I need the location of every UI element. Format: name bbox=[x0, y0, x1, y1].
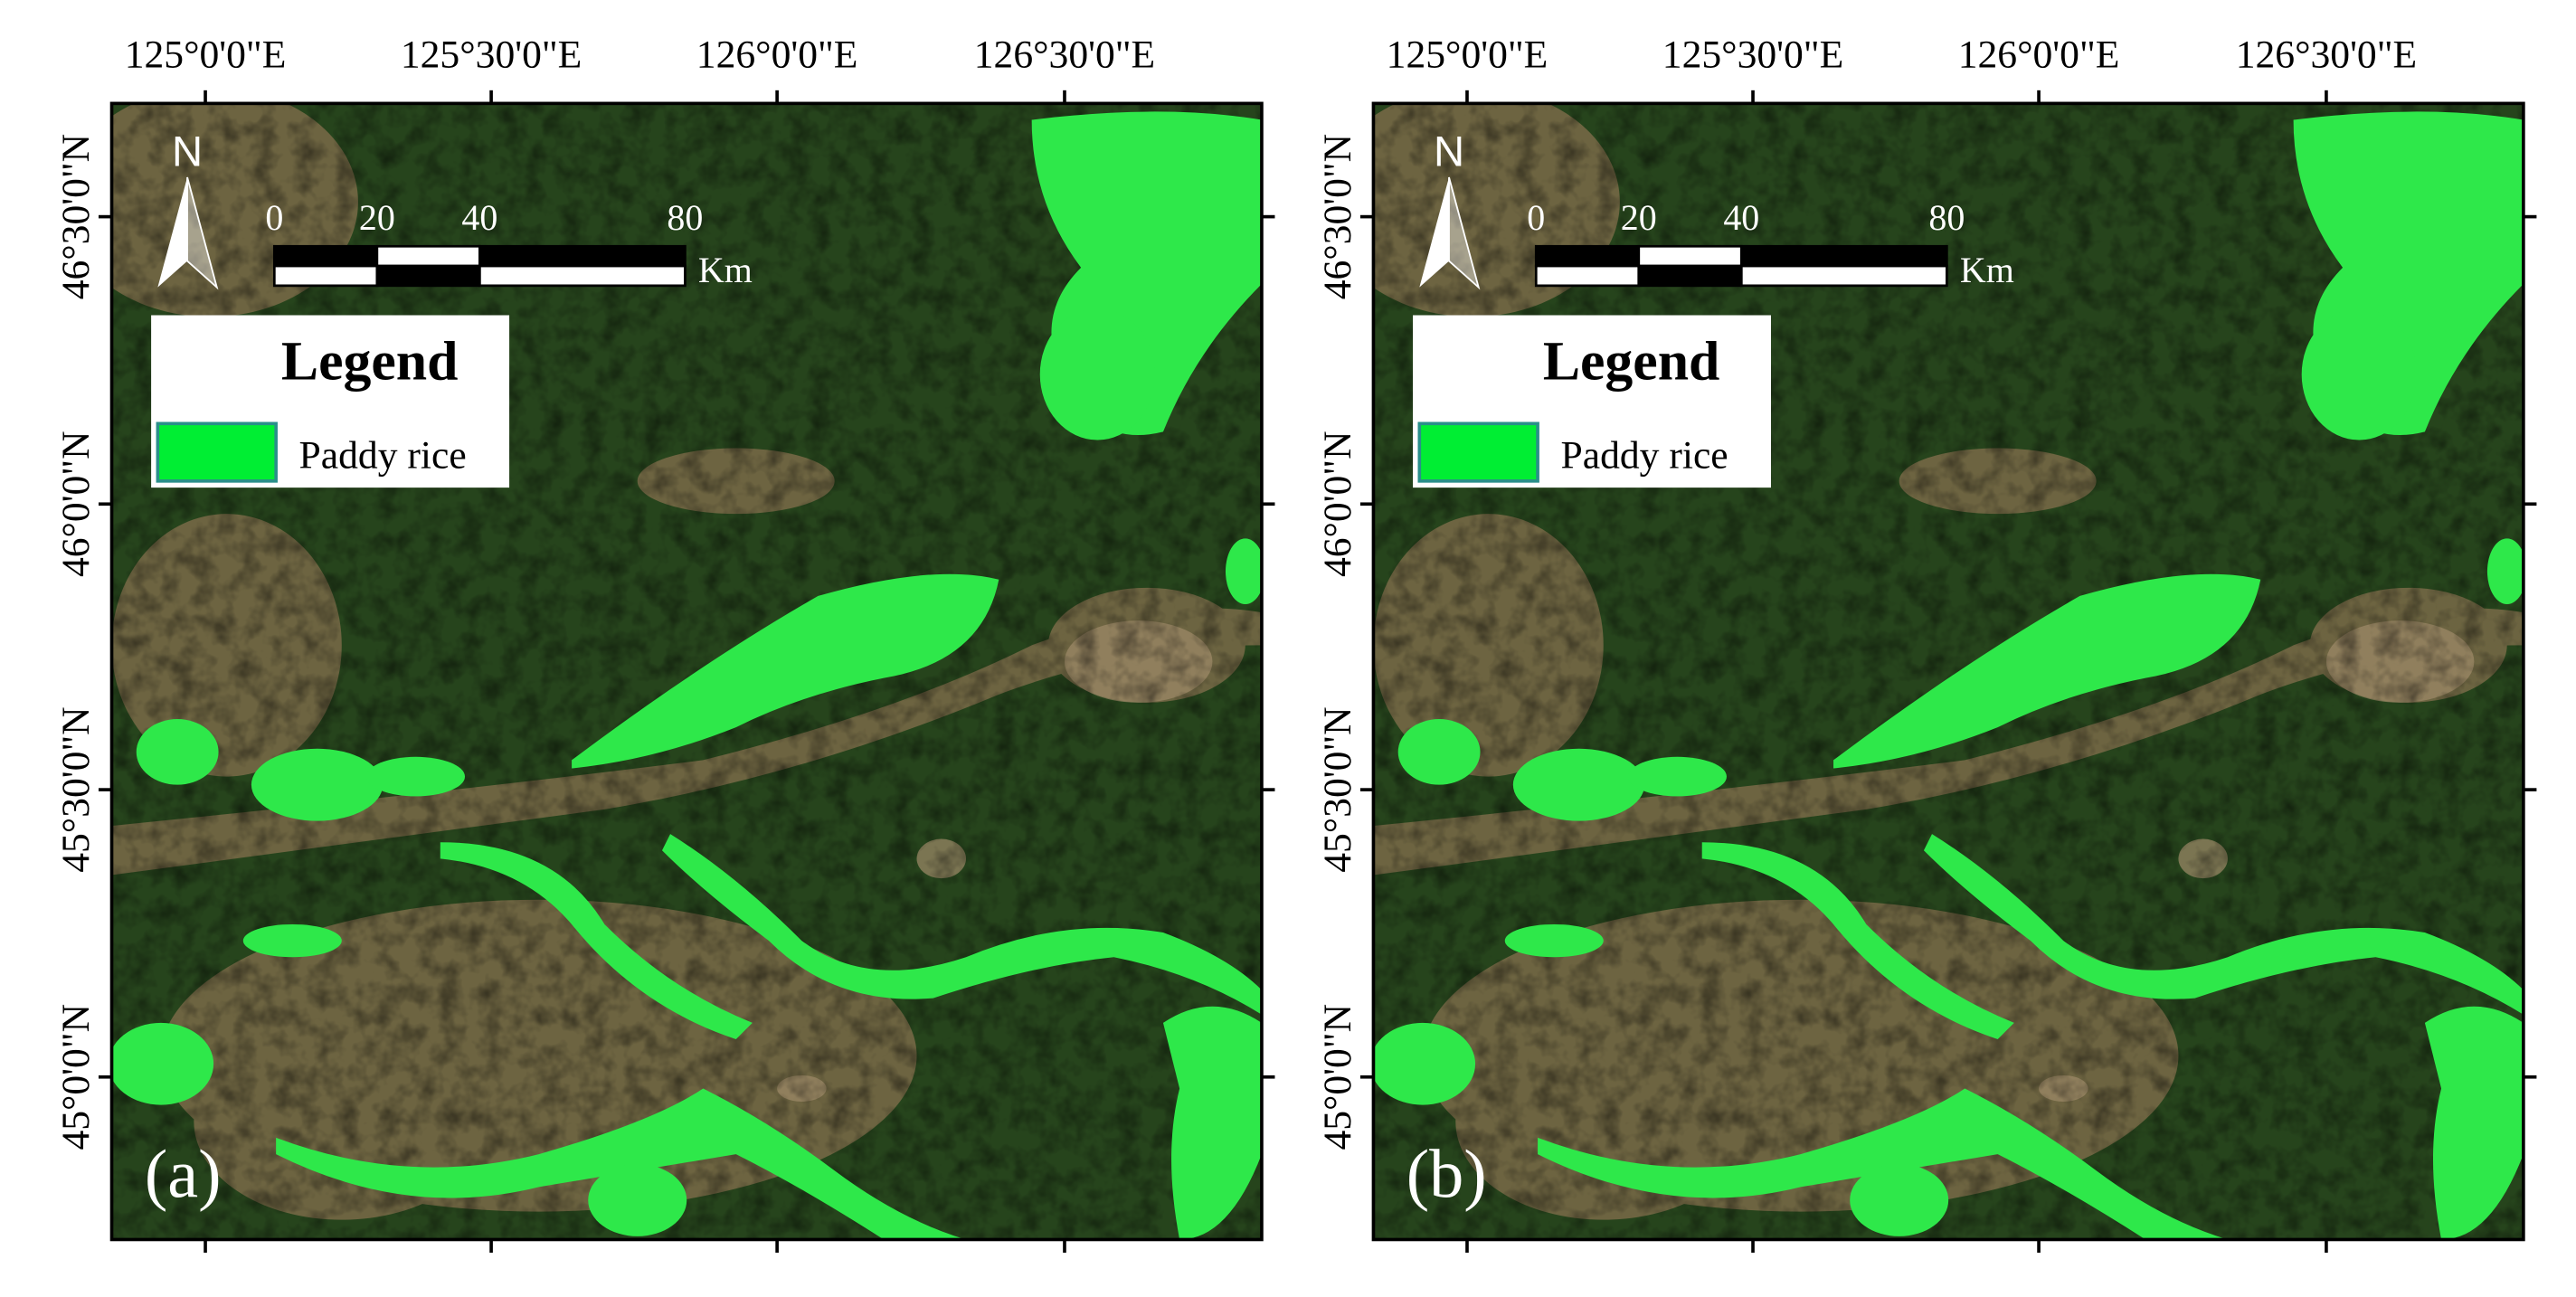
scale-unit: Km bbox=[1960, 250, 2014, 290]
scale-label: 80 bbox=[667, 197, 703, 238]
north-arrow bbox=[157, 177, 188, 288]
north-label: N bbox=[172, 128, 203, 175]
longitude-label: 125°0'0"E bbox=[125, 33, 287, 76]
longitude-label: 126°30'0"E bbox=[974, 33, 1155, 76]
scale-label: 20 bbox=[359, 197, 395, 238]
longitude-label: 125°0'0"E bbox=[1387, 33, 1548, 76]
latitude-label: 46°30'0"N bbox=[1316, 134, 1359, 299]
latitude-label: 45°0'0"N bbox=[54, 1004, 98, 1150]
scale-label: 0 bbox=[1527, 197, 1545, 238]
map-panel: 125°0'0"E 125°30'0"E 126°0'0"E 126°30'0"E 46… bbox=[54, 33, 1275, 1253]
scale-segment bbox=[272, 264, 379, 288]
scale-segment bbox=[478, 264, 687, 288]
north-label: N bbox=[1434, 128, 1464, 175]
scale-segment bbox=[478, 244, 687, 268]
longitude-label: 125°30'0"E bbox=[1662, 33, 1843, 76]
scale-unit: Km bbox=[698, 250, 753, 290]
scale-segment bbox=[375, 244, 481, 268]
latitude-label: 46°30'0"N bbox=[54, 134, 98, 299]
map-frame bbox=[109, 101, 1264, 1242]
latitude-label: 45°30'0"N bbox=[54, 706, 98, 872]
panel-label: (b) bbox=[1406, 1136, 1487, 1212]
scale-segment bbox=[1739, 244, 1948, 268]
longitude-label: 126°30'0"E bbox=[2236, 33, 2417, 76]
scale-label: 20 bbox=[1621, 197, 1657, 238]
latitude-label: 46°0'0"N bbox=[1316, 431, 1359, 577]
scale-segment bbox=[1534, 244, 1641, 268]
scale-segment bbox=[375, 264, 481, 288]
legend-swatch bbox=[156, 421, 278, 483]
scale-label: 40 bbox=[1723, 197, 1759, 238]
longitude-label: 126°0'0"E bbox=[1958, 33, 2120, 76]
latitude-label: 46°0'0"N bbox=[54, 431, 98, 577]
scale-segment bbox=[1739, 264, 1948, 288]
scale-label: 40 bbox=[461, 197, 497, 238]
scale-label: 0 bbox=[265, 197, 283, 238]
longitude-label: 125°30'0"E bbox=[401, 33, 582, 76]
map-frame bbox=[1371, 101, 2525, 1242]
scale-label: 80 bbox=[1928, 197, 1965, 238]
scale-segment bbox=[272, 244, 379, 268]
north-arrow bbox=[1448, 176, 1481, 290]
north-arrow bbox=[1419, 177, 1449, 288]
latitude-label: 45°0'0"N bbox=[1316, 1004, 1359, 1150]
scale-segment bbox=[1637, 264, 1743, 288]
legend-label: Paddy rice bbox=[1561, 433, 1728, 477]
scale-segment bbox=[1637, 244, 1743, 268]
longitude-label: 126°0'0"E bbox=[696, 33, 858, 76]
panel-label: (a) bbox=[145, 1136, 222, 1212]
legend-title: Legend bbox=[281, 330, 459, 392]
north-arrow bbox=[186, 176, 219, 290]
legend-swatch bbox=[1417, 421, 1539, 483]
scale-segment bbox=[1534, 264, 1641, 288]
legend-label: Paddy rice bbox=[299, 433, 467, 477]
legend-title: Legend bbox=[1543, 330, 1720, 392]
latitude-label: 45°30'0"N bbox=[1316, 706, 1359, 872]
map-panel: 125°0'0"E 125°30'0"E 126°0'0"E 126°30'0"E 46… bbox=[1316, 33, 2537, 1253]
